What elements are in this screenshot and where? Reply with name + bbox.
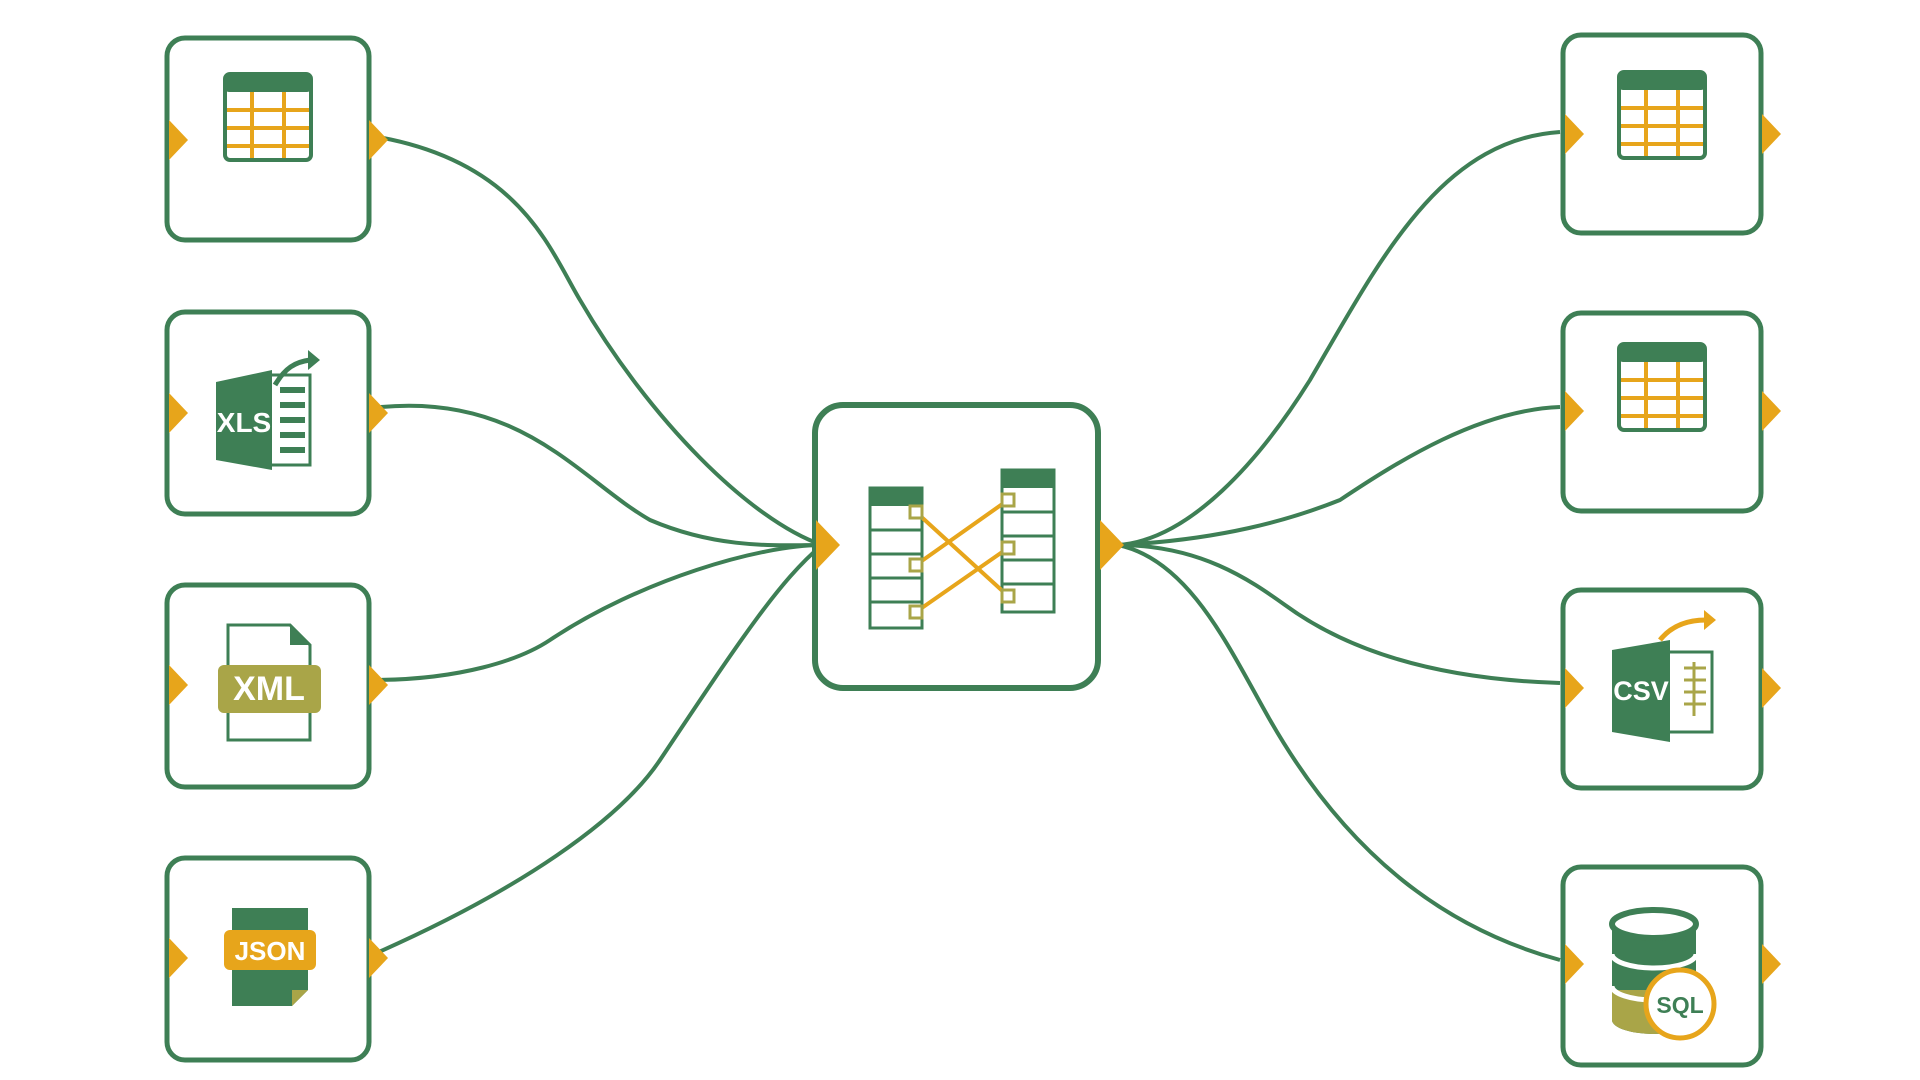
connector-mapper-to-csv	[1117, 543, 1561, 685]
output-port[interactable]	[1762, 114, 1781, 154]
target-node-csv[interactable]: CSV	[1560, 587, 1781, 791]
input-port[interactable]	[169, 665, 188, 705]
sql-database-icon: SQL	[1609, 907, 1717, 1041]
mapper-input-port[interactable]	[816, 520, 840, 570]
table-icon	[223, 72, 313, 162]
csv-label: CSV	[1613, 676, 1669, 706]
input-port[interactable]	[1565, 114, 1584, 154]
connector-mapper-to-table-2	[1117, 405, 1561, 547]
mapper-node[interactable]	[812, 402, 1124, 691]
data-mapping-icon	[868, 468, 1056, 630]
output-port[interactable]	[369, 393, 388, 433]
xml-file-icon: XML	[218, 623, 321, 742]
target-node-sql[interactable]: SQL	[1560, 864, 1781, 1068]
sql-label: SQL	[1656, 992, 1703, 1018]
connector-table-to-mapper	[371, 134, 823, 547]
source-node-table[interactable]	[164, 35, 388, 243]
input-port[interactable]	[1565, 391, 1584, 431]
input-port[interactable]	[169, 120, 188, 160]
input-port[interactable]	[169, 393, 188, 433]
source-node-json[interactable]: JSON	[164, 855, 388, 1063]
source-node-xls[interactable]: XLS	[164, 309, 388, 517]
connector-xls-to-mapper	[371, 403, 823, 548]
csv-export-icon: CSV	[1612, 610, 1716, 742]
output-port[interactable]	[369, 938, 388, 978]
json-file-icon: JSON	[224, 908, 316, 1006]
connector-xml-to-mapper	[371, 543, 823, 682]
output-port[interactable]	[369, 665, 388, 705]
input-port[interactable]	[1565, 668, 1584, 708]
output-port[interactable]	[1762, 668, 1781, 708]
target-node-table-2[interactable]	[1560, 310, 1781, 514]
connector-mapper-to-sql	[1117, 543, 1561, 962]
xml-label: XML	[233, 670, 305, 708]
connectors	[371, 130, 1561, 962]
table-icon	[1617, 70, 1707, 160]
output-port[interactable]	[1762, 391, 1781, 431]
xls-export-icon: XLS	[216, 350, 320, 470]
mapper-output-port[interactable]	[1100, 520, 1124, 570]
output-port[interactable]	[1762, 944, 1781, 984]
input-port[interactable]	[1565, 944, 1584, 984]
target-node-table-1[interactable]	[1560, 32, 1781, 236]
input-port[interactable]	[169, 938, 188, 978]
table-icon	[1617, 342, 1707, 432]
json-label: JSON	[235, 936, 306, 966]
connector-mapper-to-table-1	[1117, 130, 1561, 547]
xls-label: XLS	[217, 407, 271, 438]
output-port[interactable]	[369, 120, 388, 160]
source-node-xml[interactable]: XML	[164, 582, 388, 790]
connector-json-to-mapper	[371, 543, 824, 957]
